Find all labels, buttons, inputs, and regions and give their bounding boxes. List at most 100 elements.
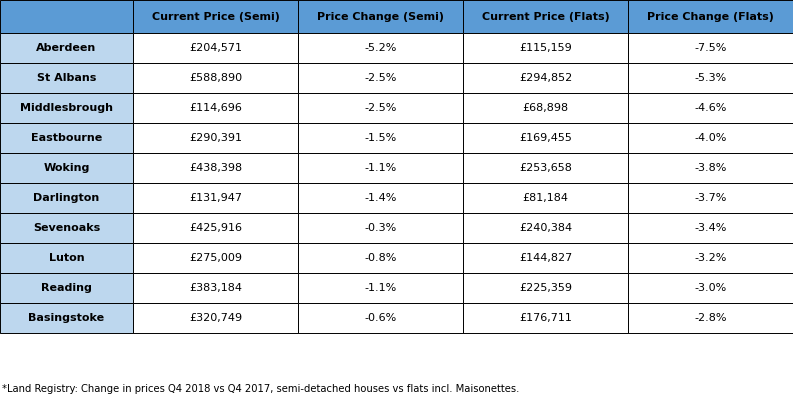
Bar (133, 63, 298, 93)
Text: £176,711: £176,711 (519, 313, 572, 323)
Text: -4.0%: -4.0% (695, 133, 726, 143)
Bar (628, 213, 793, 243)
Text: -3.7%: -3.7% (695, 193, 726, 203)
Text: *Land Registry: Change in prices Q4 2018 vs Q4 2017, semi-detached houses vs fla: *Land Registry: Change in prices Q4 2018… (2, 384, 519, 394)
Bar (0, 243, 133, 273)
Text: £169,455: £169,455 (519, 133, 572, 143)
Text: £144,827: £144,827 (519, 253, 572, 263)
Text: Middlesbrough: Middlesbrough (20, 103, 113, 113)
Text: -0.3%: -0.3% (364, 223, 396, 233)
Bar (133, 213, 298, 243)
Bar (298, 183, 463, 213)
Bar (298, 0, 463, 33)
Bar (463, 93, 628, 123)
Text: -0.6%: -0.6% (364, 313, 396, 323)
Text: £68,898: £68,898 (523, 103, 569, 113)
Text: £425,916: £425,916 (189, 223, 242, 233)
Bar (0, 123, 133, 153)
Text: £320,749: £320,749 (189, 313, 242, 323)
Text: Eastbourne: Eastbourne (31, 133, 102, 143)
Bar (0, 63, 133, 93)
Bar (628, 123, 793, 153)
Bar (628, 0, 793, 33)
Text: £290,391: £290,391 (189, 133, 242, 143)
Text: £438,398: £438,398 (189, 163, 242, 173)
Text: -0.8%: -0.8% (364, 253, 396, 263)
Bar (298, 273, 463, 303)
Bar (298, 123, 463, 153)
Text: £115,159: £115,159 (519, 43, 572, 53)
Text: Darlington: Darlington (33, 193, 100, 203)
Bar (463, 213, 628, 243)
Text: £225,359: £225,359 (519, 283, 572, 293)
Bar (628, 153, 793, 183)
Bar (133, 0, 298, 33)
Text: £204,571: £204,571 (189, 43, 242, 53)
Text: -1.1%: -1.1% (364, 283, 396, 293)
Text: £383,184: £383,184 (189, 283, 242, 293)
Text: -3.2%: -3.2% (695, 253, 726, 263)
Bar (0, 273, 133, 303)
Text: £114,696: £114,696 (189, 103, 242, 113)
Text: £294,852: £294,852 (519, 73, 572, 83)
Text: £588,890: £588,890 (189, 73, 242, 83)
Text: £275,009: £275,009 (189, 253, 242, 263)
Bar (133, 123, 298, 153)
Bar (0, 213, 133, 243)
Text: -3.0%: -3.0% (695, 283, 726, 293)
Bar (298, 153, 463, 183)
Text: £131,947: £131,947 (189, 193, 242, 203)
Text: Price Change (Flats): Price Change (Flats) (647, 12, 774, 21)
Bar (133, 273, 298, 303)
Text: -4.6%: -4.6% (695, 103, 726, 113)
Bar (463, 243, 628, 273)
Text: Reading: Reading (41, 283, 92, 293)
Bar (298, 33, 463, 63)
Bar (628, 183, 793, 213)
Bar (133, 153, 298, 183)
Bar (298, 243, 463, 273)
Text: £253,658: £253,658 (519, 163, 572, 173)
Bar (628, 303, 793, 333)
Text: -2.5%: -2.5% (364, 73, 396, 83)
Text: -3.4%: -3.4% (695, 223, 726, 233)
Text: -2.5%: -2.5% (364, 103, 396, 113)
Bar (0, 303, 133, 333)
Bar (0, 0, 133, 33)
Bar (298, 93, 463, 123)
Bar (0, 183, 133, 213)
Bar (298, 213, 463, 243)
Text: -5.3%: -5.3% (695, 73, 726, 83)
Bar (0, 93, 133, 123)
Bar (298, 303, 463, 333)
Bar (628, 33, 793, 63)
Bar (133, 183, 298, 213)
Text: -1.5%: -1.5% (364, 133, 396, 143)
Bar (628, 273, 793, 303)
Text: -1.4%: -1.4% (364, 193, 396, 203)
Text: Aberdeen: Aberdeen (36, 43, 97, 53)
Bar (133, 93, 298, 123)
Text: £240,384: £240,384 (519, 223, 572, 233)
Text: -7.5%: -7.5% (695, 43, 726, 53)
Text: St Albans: St Albans (36, 73, 96, 83)
Bar (628, 63, 793, 93)
Text: Sevenoaks: Sevenoaks (33, 223, 100, 233)
Bar (628, 243, 793, 273)
Bar (133, 303, 298, 333)
Bar (463, 183, 628, 213)
Bar (133, 33, 298, 63)
Bar (463, 273, 628, 303)
Bar (133, 243, 298, 273)
Text: £81,184: £81,184 (523, 193, 569, 203)
Text: Current Price (Semi): Current Price (Semi) (151, 12, 279, 21)
Text: Woking: Woking (44, 163, 90, 173)
Bar (463, 123, 628, 153)
Text: Basingstoke: Basingstoke (29, 313, 105, 323)
Bar (0, 33, 133, 63)
Bar (463, 153, 628, 183)
Bar (463, 63, 628, 93)
Text: Luton: Luton (48, 253, 84, 263)
Text: -2.8%: -2.8% (694, 313, 726, 323)
Bar (628, 93, 793, 123)
